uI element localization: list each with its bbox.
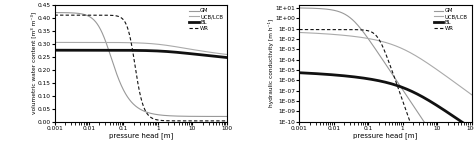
X-axis label: pressure head [m]: pressure head [m] [109, 132, 173, 139]
Legend: GM, UCB/LCB, BL, WR: GM, UCB/LCB, BL, WR [433, 7, 469, 32]
Legend: GM, UCB/LCB, BL, WR: GM, UCB/LCB, BL, WR [188, 7, 224, 32]
Y-axis label: hydraulic conductivity [m h⁻¹]: hydraulic conductivity [m h⁻¹] [268, 19, 274, 107]
Y-axis label: volumetric water content [m³ m⁻³]: volumetric water content [m³ m⁻³] [30, 12, 36, 114]
X-axis label: pressure head [m]: pressure head [m] [353, 132, 418, 139]
